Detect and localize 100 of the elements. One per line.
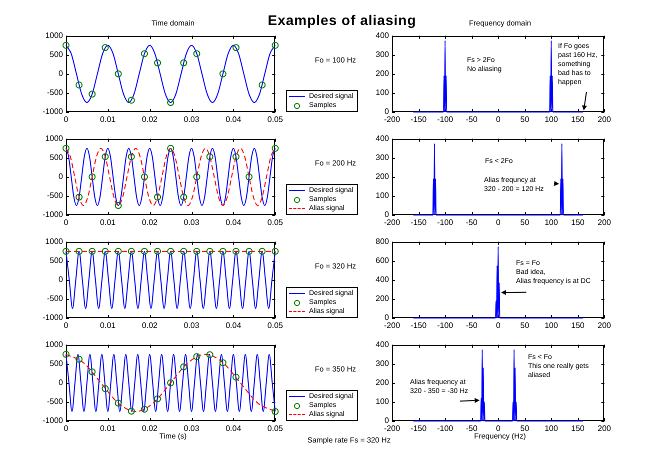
x-tick-label: 200 (598, 424, 612, 434)
point (246, 173, 253, 180)
x-tick-label: -100 (437, 424, 454, 434)
point (62, 144, 70, 152)
point (102, 385, 109, 392)
point (272, 42, 279, 49)
point (272, 408, 279, 415)
point (88, 368, 96, 376)
x-tick-label: 0.02 (142, 424, 158, 434)
x-tick-label: -150 (410, 218, 428, 228)
point (140, 173, 148, 180)
x-tick-label: 0.03 (184, 321, 200, 330)
y-tick-label: 500 (50, 153, 64, 162)
y-tick-label: 100 (376, 397, 390, 406)
point (102, 153, 109, 160)
y-tick-label: -500 (46, 191, 64, 200)
x-tick-label: 0.04 (226, 321, 242, 330)
point (206, 153, 214, 160)
y-tick-label: 400 (376, 340, 390, 350)
x-tick-label: 0.04 (226, 115, 242, 124)
x-tick-label: -100 (437, 115, 454, 124)
y-tick-label: 0 (58, 378, 64, 388)
x-tick-label: 50 (520, 424, 530, 434)
x-tick-label: 0.01 (100, 424, 116, 434)
y-tick-label: 400 (376, 134, 390, 144)
y-tick-label: 200 (376, 172, 390, 182)
y-tick-label: 1000 (45, 134, 64, 144)
x-tick-label: 50 (520, 115, 530, 124)
y-tick-label: 500 (50, 359, 64, 368)
x-tick-label: 0 (496, 115, 501, 124)
x-tick-label: 200 (598, 115, 612, 124)
x-tick-label: 0.04 (226, 218, 242, 228)
x-tick-label: -50 (466, 218, 478, 228)
x-tick-label: 100 (544, 321, 558, 330)
x-tick-label: -150 (410, 424, 428, 434)
point (128, 96, 135, 104)
x-tick-label: 0.01 (100, 218, 116, 228)
x-tick-label: -200 (384, 424, 401, 434)
y-tick-label: -1000 (42, 107, 64, 116)
x-tick-label: 0 (496, 321, 501, 330)
y-tick-label: 500 (50, 50, 64, 60)
y-tick-label: -1000 (42, 313, 64, 322)
point (128, 408, 135, 415)
x-tick-label: -100 (437, 321, 454, 330)
point (167, 98, 174, 106)
x-tick-label: 150 (571, 424, 586, 434)
y-tick-label: 100 (376, 191, 390, 200)
point (114, 400, 122, 407)
x-tick-label: -200 (384, 321, 401, 330)
point (206, 351, 214, 358)
x-tick-label: 50 (520, 321, 530, 330)
x-tick-label: 150 (571, 218, 586, 228)
point (154, 59, 162, 66)
point (272, 144, 279, 152)
y-tick-label: -500 (46, 88, 64, 98)
y-tick-label: 0 (58, 275, 64, 284)
y-tick-label: 0 (384, 313, 390, 322)
y-tick-label: 500 (50, 256, 64, 266)
x-tick-label: 0.03 (184, 218, 200, 228)
point (140, 406, 148, 413)
y-tick-label: 600 (376, 256, 390, 266)
y-tick-label: 300 (376, 359, 390, 368)
x-tick-label: 50 (520, 218, 530, 228)
y-tick-label: 0 (384, 107, 390, 116)
x-tick-label: 0 (496, 424, 501, 434)
x-tick-label: -200 (384, 115, 401, 124)
x-tick-label: 200 (598, 321, 612, 330)
point (193, 353, 200, 360)
y-tick-label: 300 (376, 153, 390, 162)
point (76, 81, 83, 88)
y-tick-label: 200 (376, 69, 390, 78)
x-tick-label: 0.03 (184, 424, 200, 434)
x-tick-label: -150 (410, 321, 428, 330)
point (88, 90, 96, 98)
point (76, 194, 83, 201)
y-tick-label: 0 (58, 69, 64, 78)
point (219, 70, 226, 78)
y-tick-label: 300 (376, 50, 390, 60)
point (167, 144, 174, 152)
point (88, 173, 96, 180)
point (128, 153, 135, 160)
point (102, 44, 109, 52)
y-tick-label: 400 (376, 275, 390, 284)
point (180, 194, 188, 201)
y-tick-label: 800 (376, 237, 390, 246)
x-tick-label: 0.05 (267, 321, 284, 330)
point (193, 173, 200, 180)
point (62, 42, 70, 49)
point (219, 359, 226, 366)
point (167, 379, 174, 386)
point (154, 395, 162, 402)
y-tick-label: 0 (384, 210, 390, 220)
point (232, 374, 240, 381)
x-tick-label: 0.05 (267, 115, 284, 124)
point (258, 81, 266, 88)
x-tick-label: 100 (544, 424, 558, 434)
point (114, 202, 122, 209)
x-tick-label: 0.01 (100, 115, 116, 124)
point (114, 70, 122, 78)
y-tick-label: 0 (58, 172, 64, 182)
